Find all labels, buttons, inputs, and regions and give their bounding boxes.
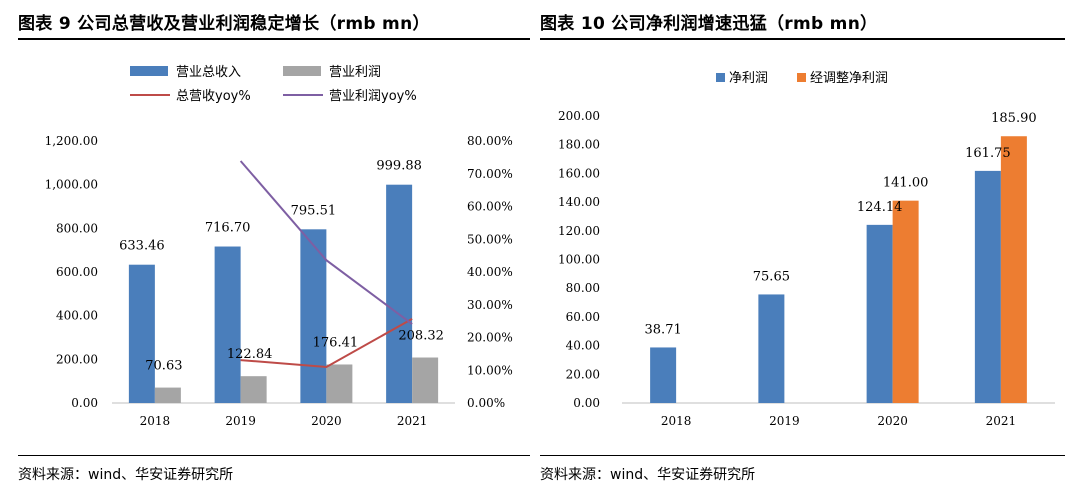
left-chart-panel: 图表 9 公司总营收及营业利润稳定增长（rmb mn） 0.00 200.00 40… bbox=[0, 0, 530, 497]
x-tick-label: 2018 bbox=[661, 414, 692, 428]
y-tick-label: 100.00 bbox=[558, 253, 600, 267]
left-chart: 0.00 200.00 400.00 600.00 800.00 1,000.00 1,20… bbox=[45, 65, 513, 428]
bar-revenue bbox=[128, 264, 155, 403]
bar-data-label: 124.14 bbox=[857, 200, 903, 215]
y-tick-label: 200.00 bbox=[558, 109, 600, 123]
bar-net-profit bbox=[758, 294, 785, 403]
left-y-tick-label: 400.00 bbox=[56, 309, 98, 323]
right-y-tick-label: 40.00% bbox=[467, 265, 513, 279]
bar-operating-profit bbox=[412, 357, 439, 403]
right-y-tick-label: 80.00% bbox=[467, 134, 513, 148]
x-tick-label: 2019 bbox=[769, 414, 800, 428]
right-y-tick-label: 30.00% bbox=[467, 298, 513, 312]
right-y-tick-label: 50.00% bbox=[467, 232, 513, 246]
bar-data-label: 716.70 bbox=[205, 221, 251, 236]
bar-data-label: 38.71 bbox=[645, 322, 682, 337]
bar-data-label: 633.46 bbox=[119, 239, 165, 254]
legend-revenue-label: 营业总收入 bbox=[176, 65, 241, 80]
legend-operating-profit-yoy-label: 营业利润yoy% bbox=[329, 89, 417, 104]
y-tick-label: 60.00 bbox=[566, 310, 600, 324]
x-tick-label: 2019 bbox=[225, 414, 256, 428]
y-tick-label: 160.00 bbox=[558, 166, 600, 180]
bar-data-label: 122.84 bbox=[227, 347, 273, 362]
x-tick-label: 2021 bbox=[397, 414, 428, 428]
legend-adjusted-net-profit-swatch bbox=[797, 73, 806, 82]
bar-data-label: 141.00 bbox=[883, 176, 929, 191]
left-source-note: 资料来源：wind、华安证券研究所 bbox=[18, 467, 234, 483]
left-y-tick-label: 200.00 bbox=[56, 352, 98, 366]
bar-net-profit bbox=[650, 347, 677, 403]
legend-net-profit-swatch bbox=[716, 73, 725, 82]
left-y-tick-label: 600.00 bbox=[56, 265, 98, 279]
bar-net-profit bbox=[866, 224, 893, 403]
legend-net-profit-label: 净利润 bbox=[729, 71, 768, 86]
right-y-tick-label: 60.00% bbox=[467, 200, 513, 214]
legend-revenue-swatch bbox=[130, 66, 168, 76]
bar-data-label: 185.90 bbox=[991, 111, 1037, 126]
x-tick-label: 2020 bbox=[311, 414, 342, 428]
legend-operating-profit-label: 营业利润 bbox=[329, 65, 381, 80]
bar-data-label: 161.75 bbox=[965, 146, 1011, 161]
bar-data-label: 70.63 bbox=[145, 359, 182, 374]
right-y-tick-label: 20.00% bbox=[467, 331, 513, 345]
legend-adjusted-net-profit-label: 经调整净利润 bbox=[810, 71, 888, 86]
bar-data-label: 176.41 bbox=[313, 335, 359, 350]
left-y-tick-label: 1,200.00 bbox=[45, 134, 98, 148]
right-y-tick-label: 10.00% bbox=[467, 363, 513, 377]
x-tick-label: 2020 bbox=[877, 414, 908, 428]
operating-profit-yoy-line bbox=[239, 160, 413, 325]
bar-net-profit bbox=[974, 170, 1001, 403]
y-tick-label: 120.00 bbox=[558, 224, 600, 238]
right-y-tick-label: 0.00% bbox=[467, 396, 505, 410]
right-title-rule bbox=[540, 38, 1065, 40]
x-tick-label: 2021 bbox=[986, 414, 1017, 428]
left-y-tick-label: 800.00 bbox=[56, 221, 98, 235]
right-bottom-rule bbox=[540, 455, 1065, 456]
left-chart-title: 图表 9 公司总营收及营业利润稳定增长（rmb mn） bbox=[18, 14, 430, 34]
legend-revenue-yoy-label: 总营收yoy% bbox=[176, 89, 251, 104]
bar-operating-profit bbox=[154, 387, 181, 403]
right-source-note: 资料来源：wind、华安证券研究所 bbox=[540, 467, 756, 483]
left-y-tick-label: 1,000.00 bbox=[45, 178, 98, 192]
y-tick-label: 40.00 bbox=[566, 339, 600, 353]
y-tick-label: 140.00 bbox=[558, 195, 600, 209]
y-tick-label: 80.00 bbox=[566, 281, 600, 295]
right-chart-title: 图表 10 公司净利润增速迅猛（rmb mn） bbox=[540, 14, 878, 34]
x-tick-label: 2018 bbox=[140, 414, 171, 428]
y-tick-label: 180.00 bbox=[558, 138, 600, 152]
left-y-tick-label: 0.00 bbox=[71, 396, 98, 410]
bar-revenue bbox=[214, 246, 241, 403]
y-tick-label: 20.00 bbox=[566, 367, 600, 381]
bar-operating-profit bbox=[326, 364, 353, 403]
bar-revenue bbox=[300, 229, 327, 403]
bar-operating-profit bbox=[240, 376, 267, 403]
left-bottom-rule bbox=[18, 455, 530, 456]
right-chart-panel: 图表 10 公司净利润增速迅猛（rmb mn） 0.00 20.00 40.00 60… bbox=[540, 0, 1080, 497]
bar-data-label: 75.65 bbox=[753, 269, 790, 284]
left-title-rule bbox=[18, 38, 530, 40]
legend-operating-profit-swatch bbox=[283, 66, 321, 76]
y-tick-label: 0.00 bbox=[573, 396, 600, 410]
right-chart: 0.00 20.00 40.00 60.00 80.00 100.00 120.00 140.… bbox=[558, 71, 1055, 428]
bar-adjusted-net-profit bbox=[1000, 136, 1027, 403]
right-y-tick-label: 70.00% bbox=[467, 167, 513, 181]
revenue-yoy-line bbox=[240, 317, 413, 368]
bar-revenue bbox=[386, 184, 413, 403]
bar-data-label: 999.88 bbox=[376, 159, 422, 174]
bar-data-label: 208.32 bbox=[398, 329, 444, 344]
bar-adjusted-net-profit bbox=[892, 200, 919, 403]
bar-data-label: 795.51 bbox=[291, 203, 337, 218]
